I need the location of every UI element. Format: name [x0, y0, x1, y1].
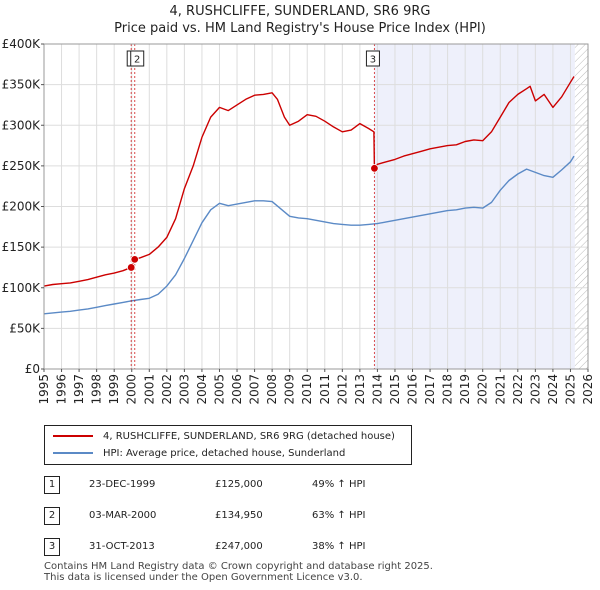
- annotation-label: 3: [370, 55, 376, 66]
- page-title: 4, RUSHCLIFFE, SUNDERLAND, SR6 9RG: [169, 4, 431, 19]
- x-tick-label: 2019: [458, 374, 472, 405]
- sale-point: [127, 263, 136, 272]
- sale-point: [130, 255, 139, 264]
- x-tick-label: 2003: [177, 374, 191, 405]
- y-tick-label: £0: [25, 362, 40, 376]
- page-subtitle: Price paid vs. HM Land Registry's House …: [114, 21, 486, 36]
- x-tick-label: 1997: [72, 374, 86, 405]
- table-row: 3 31-OCT-2013 £247,000 38% ↑ HPI: [44, 538, 464, 556]
- x-tick-label: 2023: [528, 374, 542, 405]
- x-tick-label: 2013: [353, 374, 367, 405]
- x-tick-label: 2001: [142, 374, 156, 405]
- legend-label-property: 4, RUSHCLIFFE, SUNDERLAND, SR6 9RG (deta…: [103, 430, 395, 442]
- y-tick-label: £300K: [2, 118, 42, 132]
- table-row: 1 23-DEC-1999 £125,000 49% ↑ HPI: [44, 476, 464, 494]
- x-tick-label: 2022: [511, 374, 525, 405]
- footer-line-1: Contains HM Land Registry data © Crown c…: [44, 561, 433, 572]
- transaction-hpi-change: 49% ↑ HPI: [312, 479, 366, 490]
- x-tick-label: 2007: [248, 374, 262, 405]
- x-tick-label: 2026: [581, 374, 595, 405]
- x-tick-label: 2021: [493, 374, 507, 405]
- x-tick-label: 1999: [107, 374, 121, 405]
- transaction-number-badge: 2: [44, 507, 60, 525]
- y-tick-label: £150K: [2, 240, 42, 254]
- x-tick-label: 2008: [265, 374, 279, 405]
- x-tick-label: 2011: [318, 374, 332, 405]
- y-tick-label: £50K: [9, 321, 41, 335]
- legend-swatch-hpi: [53, 452, 93, 454]
- y-tick-label: £100K: [2, 281, 42, 295]
- table-row: 2 03-MAR-2000 £134,950 63% ↑ HPI: [44, 507, 464, 525]
- price-chart: 123 £0£50K£100K£150K£200K£250K£300K£350K…: [2, 37, 595, 405]
- hpi-series-line: [43, 155, 575, 315]
- transaction-number-badge: 1: [44, 476, 60, 494]
- transaction-number-badge: 3: [44, 538, 60, 556]
- legend-item-hpi: HPI: Average price, detached house, Sund…: [53, 445, 345, 461]
- transaction-date: 31-OCT-2013: [89, 541, 155, 552]
- y-tick-label: £400K: [2, 37, 42, 51]
- x-tick-label: 2017: [423, 374, 437, 405]
- transaction-date: 03-MAR-2000: [89, 510, 157, 521]
- chart-legend: 4, RUSHCLIFFE, SUNDERLAND, SR6 9RG (deta…: [44, 425, 412, 465]
- y-tick-label: £200K: [2, 200, 42, 214]
- x-tick-label: 2024: [546, 374, 560, 405]
- transaction-price: £134,950: [215, 510, 263, 521]
- y-tick-label: £350K: [2, 78, 42, 92]
- transaction-price: £247,000: [215, 541, 263, 552]
- x-tick-label: 2014: [370, 374, 384, 405]
- x-tick-label: 2006: [230, 374, 244, 405]
- legend-swatch-property: [53, 435, 93, 437]
- x-tick-label: 2002: [160, 374, 174, 405]
- x-tick-label: 1998: [90, 374, 104, 405]
- x-tick-label: 2012: [335, 374, 349, 405]
- x-tick-label: 1996: [55, 374, 69, 405]
- x-tick-label: 2015: [388, 374, 402, 405]
- annotation-box: [365, 50, 380, 67]
- transaction-price: £125,000: [215, 479, 263, 490]
- footer-copyright: Contains HM Land Registry data © Crown c…: [44, 561, 433, 583]
- transaction-hpi-change: 63% ↑ HPI: [312, 510, 366, 521]
- x-tick-label: 1995: [37, 374, 51, 405]
- x-tick-label: 2010: [300, 374, 314, 405]
- x-tick-label: 2020: [476, 374, 490, 405]
- sale-point: [370, 164, 379, 173]
- annotation-label: 2: [134, 55, 140, 66]
- transaction-hpi-change: 38% ↑ HPI: [312, 541, 366, 552]
- legend-item-property: 4, RUSHCLIFFE, SUNDERLAND, SR6 9RG (deta…: [53, 428, 395, 444]
- x-tick-label: 2005: [212, 374, 226, 405]
- annotation-box: [130, 50, 145, 67]
- x-tick-label: 2025: [563, 374, 577, 405]
- legend-label-hpi: HPI: Average price, detached house, Sund…: [103, 447, 346, 459]
- y-tick-label: £250K: [2, 159, 42, 173]
- footer-line-2: This data is licensed under the Open Gov…: [44, 572, 363, 583]
- transaction-date: 23-DEC-1999: [89, 479, 156, 490]
- x-tick-label: 2004: [195, 374, 209, 405]
- x-tick-label: 2016: [406, 374, 420, 405]
- x-tick-label: 2018: [441, 374, 455, 405]
- x-tick-label: 2009: [283, 374, 297, 405]
- x-tick-label: 2000: [125, 374, 139, 405]
